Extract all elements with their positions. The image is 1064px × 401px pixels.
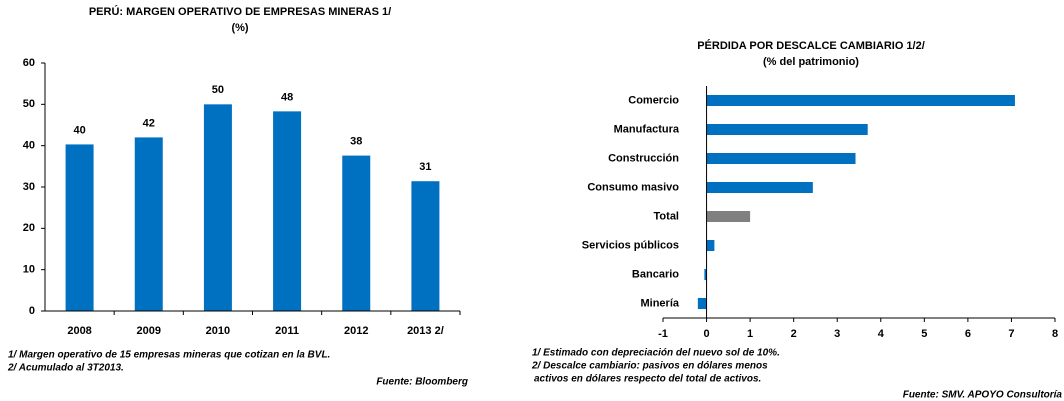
bar xyxy=(706,240,715,251)
y-tick-label: Bancario xyxy=(632,268,679,280)
y-tick-label: 0 xyxy=(29,305,35,317)
data-label: 50 xyxy=(212,84,224,96)
y-tick-label: 40 xyxy=(23,140,35,152)
x-tick-label: 2009 xyxy=(137,325,161,337)
x-tick-label: 2012 xyxy=(344,325,368,337)
y-tick-label: Consumo masivo xyxy=(587,181,679,193)
y-tick-label: Manufactura xyxy=(614,123,680,135)
bar xyxy=(134,137,163,311)
x-tick-label: 7 xyxy=(1008,328,1014,340)
bar xyxy=(706,182,813,193)
bar xyxy=(342,155,371,311)
y-tick-label: Construcción xyxy=(608,152,679,164)
x-tick-label: 2010 xyxy=(206,325,230,337)
y-tick-label: Comercio xyxy=(628,94,679,106)
data-label: 42 xyxy=(143,117,155,129)
note: 2/ Descalce cambiario: pasivos en dólare… xyxy=(531,361,768,372)
y-tick-label: Minería xyxy=(640,297,679,309)
y-tick-label: 10 xyxy=(23,264,35,276)
bar xyxy=(203,104,232,311)
bar xyxy=(704,269,707,280)
bar xyxy=(706,124,868,135)
x-tick-label: 2013 2/ xyxy=(407,325,444,337)
y-tick-label: 60 xyxy=(23,57,35,69)
data-label: 31 xyxy=(419,161,431,173)
x-tick-label: 0 xyxy=(703,328,709,340)
bar xyxy=(411,181,440,311)
chart-title: PERÚ: MARGEN OPERATIVO DE EMPRESAS MINER… xyxy=(89,5,391,18)
x-tick-label: 2008 xyxy=(67,325,91,337)
bar xyxy=(706,95,1015,106)
note: activos en dólares respecto del total de… xyxy=(534,374,761,385)
source: Fuente: SMV. APOYO Consultoría xyxy=(903,390,1063,401)
y-tick-label: 20 xyxy=(23,222,35,234)
x-tick-label: 6 xyxy=(965,328,971,340)
source: Fuente: Bloomberg xyxy=(376,377,468,388)
chart-subtitle: (%) xyxy=(231,22,248,34)
bar xyxy=(65,144,94,311)
x-tick-label: 4 xyxy=(878,328,885,340)
x-tick-label: 3 xyxy=(834,328,840,340)
data-label: 40 xyxy=(73,124,85,136)
bar xyxy=(706,211,751,222)
bar xyxy=(697,298,707,309)
note: 2/ Acumulado al 3T2013. xyxy=(7,363,124,374)
chart-title: PÉRDIDA POR DESCALCE CAMBIARIO 1/2/ xyxy=(697,39,925,52)
x-tick-label: 2 xyxy=(791,328,797,340)
note: 1/ Margen operativo de 15 empresas miner… xyxy=(8,350,330,361)
bar xyxy=(273,111,302,311)
x-tick-label: 2011 xyxy=(275,325,299,337)
bar xyxy=(706,153,856,164)
y-tick-label: Servicios públicos xyxy=(582,239,679,251)
y-tick-label: 50 xyxy=(23,98,35,110)
data-label: 38 xyxy=(350,135,362,147)
y-tick-label: 30 xyxy=(23,181,35,193)
x-tick-label: 8 xyxy=(1052,328,1058,340)
chart-subtitle: (% del patrimonio) xyxy=(763,56,859,68)
note: 1/ Estimado con depreciación del nuevo s… xyxy=(532,348,780,359)
x-tick-label: 5 xyxy=(921,328,927,340)
x-tick-label: 1 xyxy=(747,328,753,340)
x-tick-label: -1 xyxy=(658,328,668,340)
data-label: 48 xyxy=(281,91,293,103)
y-tick-label: Total xyxy=(654,210,679,222)
